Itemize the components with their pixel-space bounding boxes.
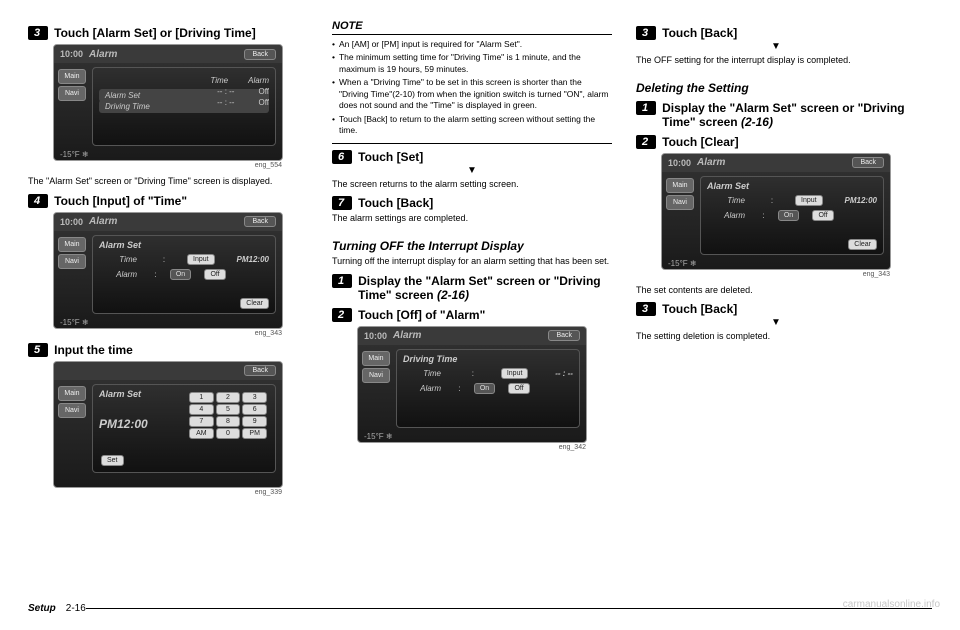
clear-button[interactable]: Clear (240, 298, 269, 309)
step-1b: 1 Display the "Alarm Set" screen or "Dri… (332, 274, 612, 302)
footer-page: 2-16 (66, 603, 86, 614)
column-3: 3 Touch [Back] ▼ The OFF setting for the… (636, 20, 916, 502)
step-6: 6 Touch [Set] (332, 150, 612, 164)
off-button[interactable]: Off (508, 383, 529, 394)
column-2: NOTE An [AM] or [PM] input is required f… (332, 20, 612, 502)
step-2b: 2 Touch [Off] of "Alarm" (332, 308, 612, 322)
set-button[interactable]: Set (101, 455, 124, 466)
step-2c: 2 Touch [Clear] (636, 135, 916, 149)
note-bullet: Touch [Back] to return to the alarm sett… (332, 114, 612, 137)
on-button[interactable]: On (778, 210, 799, 221)
input-button[interactable]: Input (187, 254, 215, 265)
step-3d: 3 Touch [Back] (636, 302, 916, 316)
step-1c: 1 Display the "Alarm Set" screen or "Dri… (636, 101, 916, 129)
step-badge: 3 (28, 26, 48, 40)
note-bullet: When a "Driving Time" to be set in this … (332, 77, 612, 111)
footer-section: Setup (28, 603, 56, 614)
input-button[interactable]: Input (501, 368, 529, 379)
off-button[interactable]: Off (812, 210, 833, 221)
section-title: Deleting the Setting (636, 81, 916, 95)
back-button[interactable]: Back (852, 157, 884, 168)
page-footer: Setup 2-16 (28, 603, 932, 614)
off-button[interactable]: Off (204, 269, 225, 280)
step-4: 4 Touch [Input] of "Time" (28, 194, 308, 208)
arrow-down-icon: ▼ (332, 166, 612, 176)
back-button[interactable]: Back (244, 216, 276, 227)
caption: eng_554 (54, 162, 282, 169)
screenshot-driving-time: 10:00 Alarm Back Main Navi Driving Time … (357, 326, 587, 443)
main-tab[interactable]: Main (58, 69, 86, 84)
body-text: The "Alarm Set" screen or "Driving Time"… (28, 175, 308, 188)
screenshot-keypad: Back Main Navi Alarm Set PM12:00 123 456… (53, 361, 283, 488)
column-1: 3 Touch [Alarm Set] or [Driving Time] 10… (28, 20, 308, 502)
step-3a: 3 Touch [Alarm Set] or [Driving Time] (28, 26, 308, 40)
note-divider (332, 143, 612, 144)
step-text: Touch [Alarm Set] or [Driving Time] (54, 26, 308, 40)
clear-button[interactable]: Clear (848, 239, 877, 250)
step-7: 7 Touch [Back] (332, 196, 612, 210)
arrow-down-icon: ▼ (636, 42, 916, 52)
on-button[interactable]: On (474, 383, 495, 394)
section-title: Turning OFF the Interrupt Display (332, 239, 612, 253)
step-5: 5 Input the time (28, 343, 308, 357)
note-header: NOTE (332, 20, 612, 35)
watermark: carmanualsonline.info (843, 599, 940, 610)
note-bullet: The minimum setting time for "Driving Ti… (332, 52, 612, 75)
keypad: 123 456 789 AM0PM (189, 391, 267, 440)
screenshot-alarm-set: 10:00 Alarm Back Main Navi Alarm Set Tim… (53, 212, 283, 329)
navi-tab[interactable]: Navi (58, 86, 86, 101)
on-button[interactable]: On (170, 269, 191, 280)
input-button[interactable]: Input (795, 195, 823, 206)
step-3c: 3 Touch [Back] (636, 26, 916, 40)
back-button[interactable]: Back (548, 330, 580, 341)
arrow-down-icon: ▼ (636, 318, 916, 328)
back-button[interactable]: Back (244, 49, 276, 60)
note-bullet: An [AM] or [PM] input is required for "A… (332, 39, 612, 50)
screenshot-alarm-list: 10:00 Alarm Back Main Navi Time Alarm Al… (53, 44, 283, 161)
screenshot-clear: 10:00 Alarm Back Main Navi Alarm Set Tim… (661, 153, 891, 270)
back-button[interactable]: Back (244, 365, 276, 376)
